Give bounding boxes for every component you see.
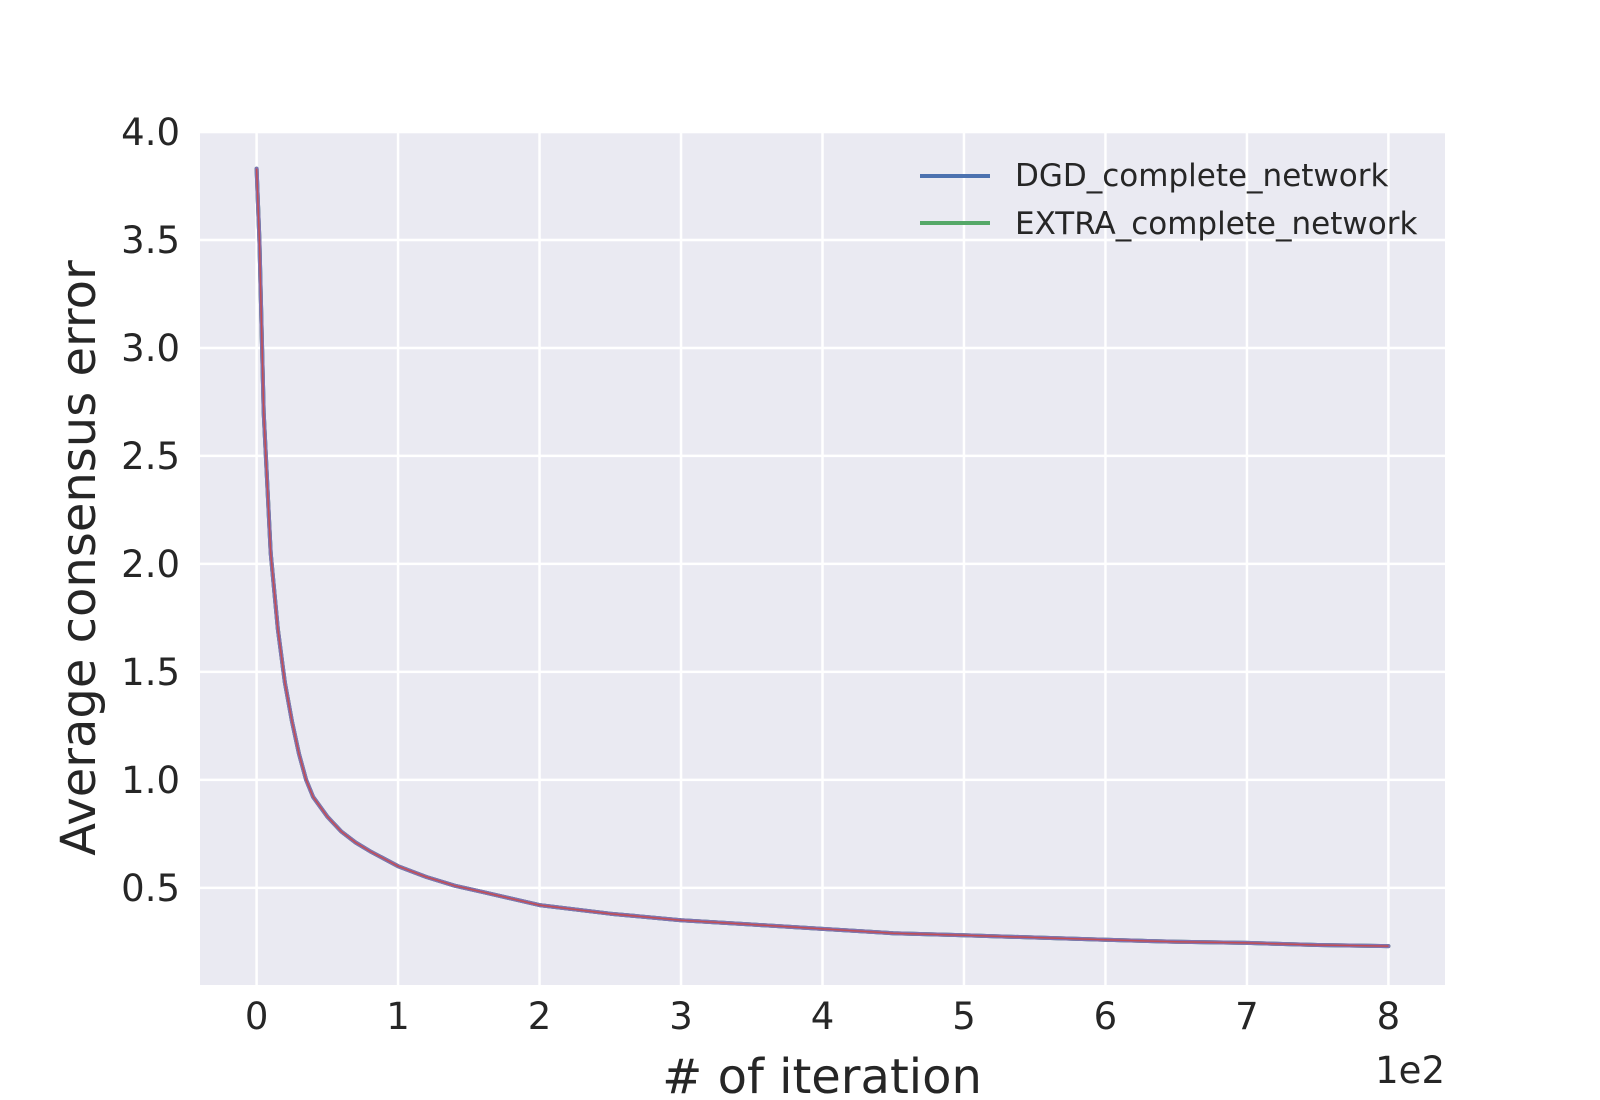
x-axis-ticks: 0 1 2 3 4 5 6 7 8 (245, 995, 1400, 1038)
x-tick-label: 4 (811, 995, 835, 1038)
x-tick-label: 6 (1094, 995, 1118, 1038)
x-tick-label: 2 (528, 995, 552, 1038)
x-tick-label: 8 (1377, 995, 1401, 1038)
x-tick-label: 3 (669, 995, 693, 1038)
y-axis-ticks: 0.5 1.0 1.5 2.0 2.5 3.0 3.5 4.0 (121, 111, 180, 910)
y-tick-label: 1.5 (121, 651, 180, 694)
fit-line (255, 168, 1389, 947)
y-tick-label: 3.5 (121, 219, 180, 262)
y-tick-label: 0.5 (121, 867, 180, 910)
legend: DGD_complete_network EXTRA_complete_netw… (920, 158, 1417, 242)
y-axis-label: Average consensus error (51, 260, 107, 856)
x-axis-label: # of iteration (662, 1049, 982, 1100)
legend-label-extra: EXTRA_complete_network (1015, 206, 1417, 242)
grid (200, 130, 1445, 985)
x-tick-label: 7 (1235, 995, 1259, 1038)
y-tick-label: 1.0 (121, 759, 180, 802)
x-tick-label: 1 (386, 995, 410, 1038)
y-tick-label: 4.0 (121, 111, 180, 154)
legend-label-dgd: DGD_complete_network (1015, 158, 1389, 194)
x-axis-offset-label: 1e2 (1375, 1049, 1445, 1092)
x-tick-label: 5 (952, 995, 976, 1038)
y-tick-label: 2.0 (121, 543, 180, 586)
x-tick-label: 0 (245, 995, 269, 1038)
y-tick-label: 3.0 (121, 327, 180, 370)
series-layer (254, 166, 1391, 949)
y-tick-label: 2.5 (121, 435, 180, 478)
